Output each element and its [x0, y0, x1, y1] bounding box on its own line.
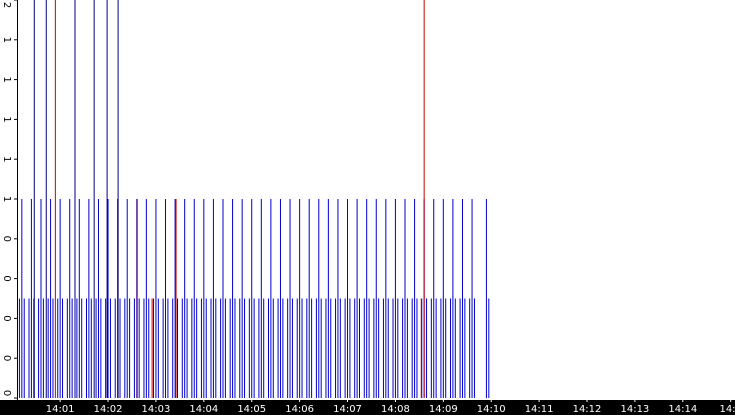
x-tick-label: 14:14: [668, 404, 697, 415]
y-tick-label: 1: [1, 76, 12, 82]
x-tick-label: 14:05: [237, 404, 266, 415]
y-tick-label: 0: [1, 390, 12, 396]
x-tick-label: 14:02: [94, 404, 123, 415]
x-tick-label: 14:01: [46, 404, 75, 415]
y-tick-label: 0: [1, 236, 12, 242]
y-tick-label: 1: [1, 37, 12, 43]
x-tick-label: 14:03: [142, 404, 171, 415]
y-tick-label: 0: [1, 275, 12, 281]
x-tick-label: 14:1: [719, 404, 735, 415]
x-tick-label: 14:12: [573, 404, 602, 415]
x-tick-label: 14:10: [477, 404, 506, 415]
y-tick-label: 0: [1, 315, 12, 321]
x-tick-label: 14:04: [189, 404, 218, 415]
x-tick-label: 14:09: [429, 404, 458, 415]
x-tick-label: 14:11: [525, 404, 554, 415]
x-tick-label: 14:08: [381, 404, 410, 415]
x-axis-band: [0, 400, 735, 415]
x-tick-label: 14:06: [285, 404, 314, 415]
y-tick-label: 1: [1, 196, 12, 202]
x-tick-label: 14:07: [333, 404, 362, 415]
y-tick-label: 0: [1, 355, 12, 361]
y-tick-label: 1: [1, 116, 12, 122]
y-tick-label: 1: [1, 156, 12, 162]
x-tick-label: 14:13: [620, 404, 649, 415]
y-tick-label: 2: [1, 2, 12, 8]
